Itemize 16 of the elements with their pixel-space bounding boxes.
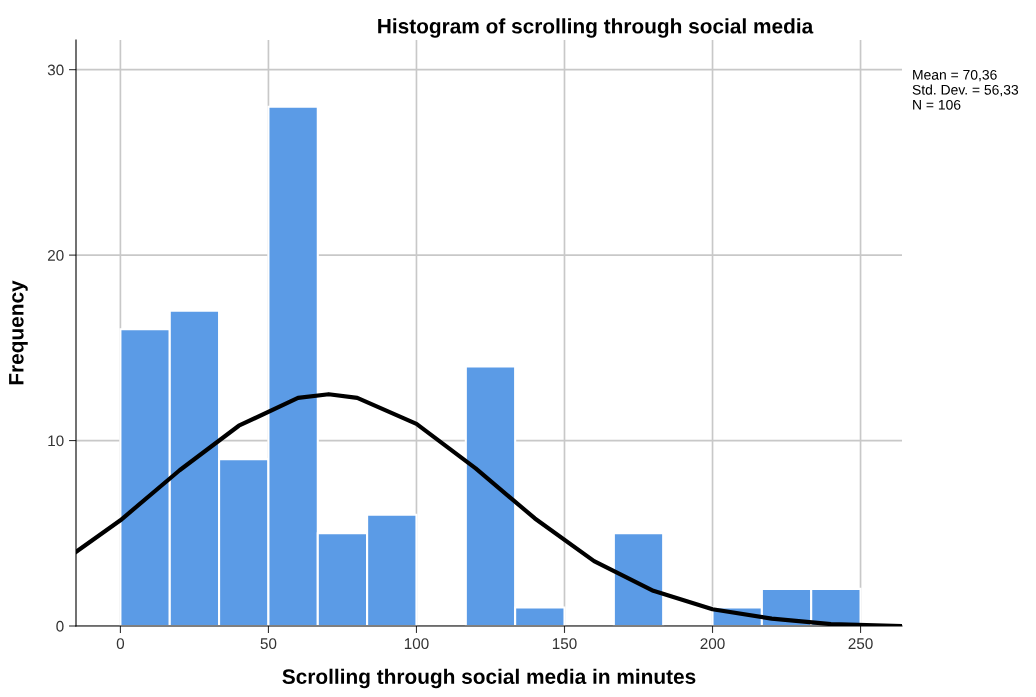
x-tick-label: 150 bbox=[552, 638, 577, 650]
chart-title: Histogram of scrolling through social media bbox=[378, 18, 814, 38]
y-tick-label: 20 bbox=[47, 249, 64, 261]
x-tick-label: 250 bbox=[848, 638, 873, 650]
y-axis-title: Frequency bbox=[9, 280, 28, 385]
y-tick-label: 0 bbox=[56, 620, 64, 632]
x-tick-label: 100 bbox=[404, 638, 429, 650]
x-tick-label: 0 bbox=[116, 638, 125, 650]
text: Mean = 70,36 bbox=[913, 69, 997, 82]
text: N = 106 bbox=[913, 99, 961, 110]
x-axis-title: Scrolling through social media in minutes bbox=[282, 668, 696, 689]
x-tick-label: 200 bbox=[700, 638, 725, 650]
y-tick-label: 10 bbox=[48, 435, 64, 447]
text: Std. Dev. = 56,33 bbox=[912, 84, 1019, 97]
x-tick-label: 50 bbox=[260, 638, 277, 650]
y-tick-label: 30 bbox=[47, 64, 64, 76]
